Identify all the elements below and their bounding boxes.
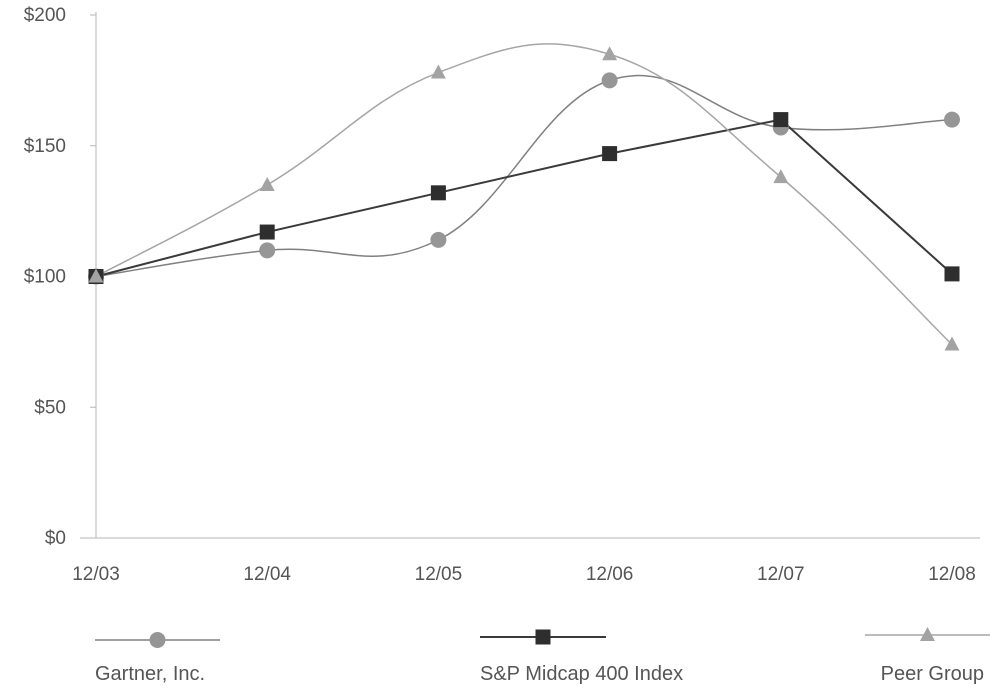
- data-point-peer-group: [944, 336, 960, 351]
- x-tick-label: 12/07: [757, 564, 805, 585]
- x-tick-label: 12/05: [415, 564, 463, 585]
- data-point-s-p-midcap-400-index: [430, 185, 446, 201]
- data-point-peer-group: [430, 64, 446, 79]
- data-point-gartner-inc: [259, 242, 276, 259]
- legend-marker-peer-group: [920, 627, 935, 641]
- series-line-peer-group: [95, 43, 953, 346]
- axes: [80, 12, 980, 539]
- legend: Gartner, Inc. S&P Midcap 400 Index Peer Gr…: [95, 627, 990, 685]
- data-point-s-p-midcap-400-index: [602, 146, 618, 162]
- y-tick-label: $0: [45, 528, 66, 549]
- y-axis-tick-labels: $0 $50 $100 $150 $200: [24, 5, 66, 549]
- series-line-s-p-midcap-400-index: [95, 118, 953, 278]
- data-point-gartner-inc: [944, 111, 960, 128]
- legend-marker-s-p-midcap-400-index: [535, 629, 551, 645]
- series-markers: [88, 46, 960, 351]
- data-point-s-p-midcap-400-index: [259, 224, 275, 240]
- y-tick-label: $50: [34, 397, 66, 418]
- y-tick-label: $150: [24, 136, 66, 157]
- x-tick-label: 12/06: [586, 564, 634, 585]
- data-point-peer-group: [88, 268, 104, 283]
- data-point-gartner-inc: [601, 72, 618, 89]
- legend-label-gartner-inc: Gartner, Inc.: [95, 663, 205, 685]
- series-lines: [95, 43, 953, 346]
- x-tick-label: 12/03: [72, 564, 120, 585]
- data-point-s-p-midcap-400-index: [773, 112, 789, 128]
- y-tick-label: $100: [24, 267, 66, 288]
- legend-label-s-p-midcap-400-index: S&P Midcap 400 Index: [480, 663, 683, 685]
- x-axis-tick-labels: 12/03 12/04 12/05 12/06 12/07 12/08: [72, 564, 976, 585]
- data-point-peer-group: [773, 169, 789, 184]
- data-point-peer-group: [602, 46, 618, 61]
- series-line-gartner-inc: [95, 74, 953, 278]
- data-point-peer-group: [259, 176, 275, 191]
- legend-marker-gartner-inc: [149, 632, 166, 648]
- data-point-s-p-midcap-400-index: [944, 266, 960, 282]
- x-tick-label: 12/08: [928, 564, 976, 585]
- legend-label-peer-group: Peer Group: [881, 663, 984, 685]
- y-tick-label: $200: [24, 5, 66, 26]
- data-point-gartner-inc: [430, 231, 447, 248]
- x-tick-label: 12/04: [243, 564, 291, 585]
